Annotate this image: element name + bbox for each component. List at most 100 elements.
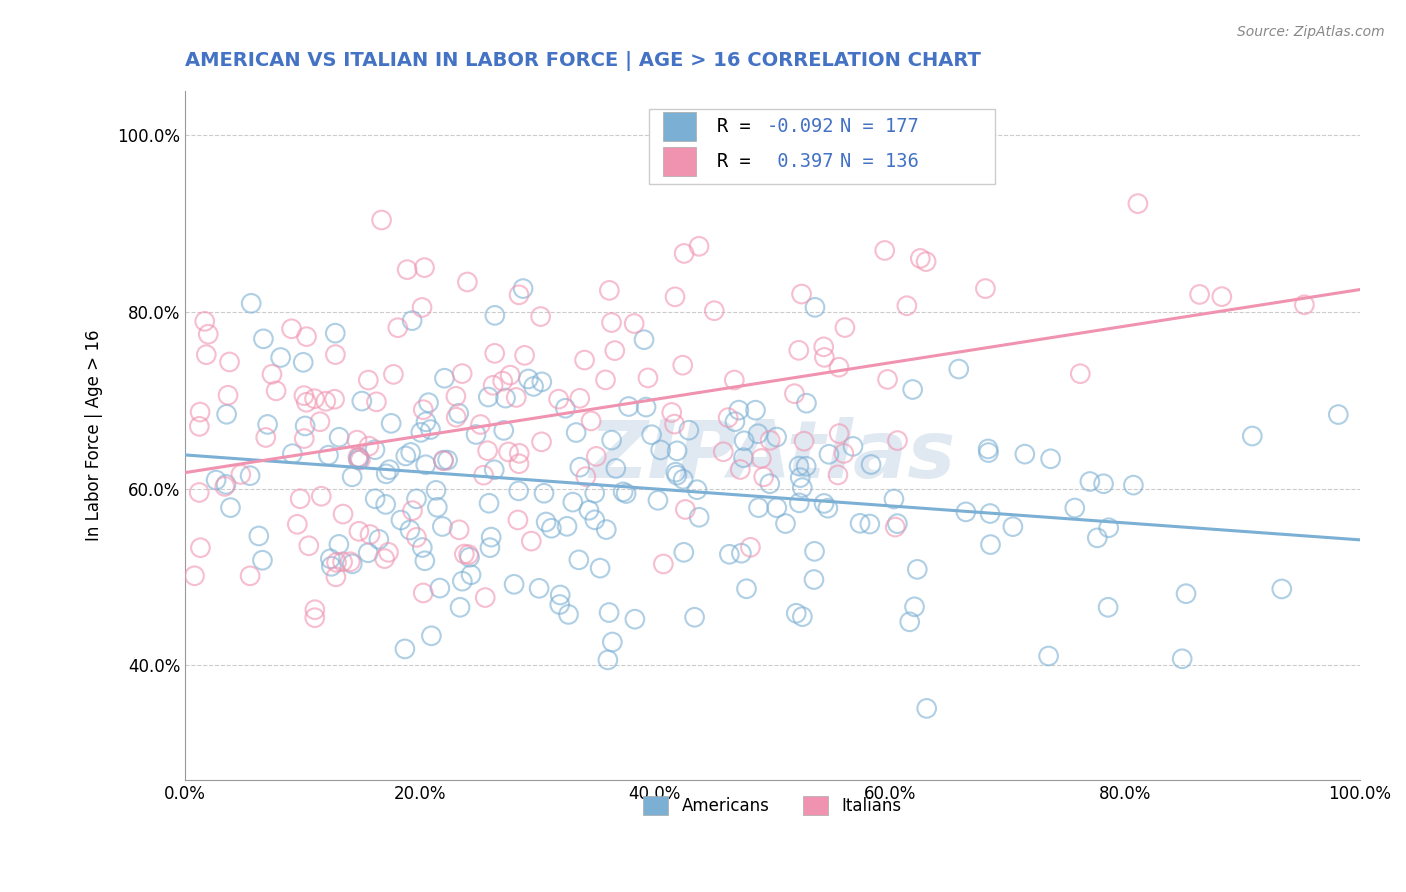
Point [647,493,669,508]
Point [1188,287,1211,301]
Point [623,317,645,331]
Point [598,284,620,298]
Point [886,516,908,531]
Point [444,410,467,425]
Point [409,425,432,440]
Point [447,406,470,420]
Point [347,450,370,465]
Point [1211,290,1233,304]
Point [292,432,315,446]
Point [366,395,388,409]
Point [508,457,530,471]
Point [724,415,747,429]
Point [977,445,1000,459]
Point [411,541,433,555]
Point [378,463,401,477]
Point [612,484,634,499]
Point [901,383,924,397]
Point [723,373,745,387]
Point [285,517,308,532]
Point [568,392,591,406]
Point [977,442,1000,456]
Point [775,516,797,531]
Point [534,515,557,529]
Point [568,460,591,475]
Point [664,290,686,304]
Point [979,507,1001,521]
Point [718,547,741,561]
Point [482,378,505,392]
Point [395,449,418,463]
Point [979,538,1001,552]
Point [295,329,318,343]
Point [733,434,755,448]
Point [747,500,769,515]
Point [294,419,316,434]
Point [640,427,662,442]
Point [321,559,343,574]
Point [794,459,817,474]
Point [347,453,370,467]
Point [636,400,658,414]
Point [332,507,354,521]
Text: -0.092: -0.092 [766,117,834,136]
Point [759,434,782,448]
Point [1327,408,1350,422]
Point [401,503,423,517]
Point [614,486,637,500]
Point [342,557,364,571]
Point [470,417,492,432]
Point [350,394,373,409]
Point [666,443,689,458]
Point [813,496,835,510]
Point [583,513,606,527]
Point [578,503,600,517]
Point [374,551,396,566]
Point [898,615,921,629]
Point [374,497,396,511]
Point [589,561,612,575]
Point [478,496,501,510]
Point [730,546,752,560]
Point [1122,478,1144,492]
FancyBboxPatch shape [664,112,696,141]
Text: R =: R = [717,153,762,171]
Point [948,362,970,376]
Point [596,653,619,667]
Point [311,489,333,503]
Text: ZIPAtlas: ZIPAtlas [589,417,956,495]
Point [492,424,515,438]
Point [419,423,441,437]
Point [787,459,810,474]
Point [661,405,683,419]
Point [340,470,363,484]
Point [433,371,456,385]
Point [796,396,818,410]
Point [600,433,623,447]
Text: 0.397: 0.397 [766,153,834,171]
Point [759,476,782,491]
Point [637,371,659,385]
Point [1126,196,1149,211]
Point [506,513,529,527]
Point [315,394,337,409]
Point [465,427,488,442]
Point [401,313,423,327]
Point [664,417,686,431]
Point [252,332,274,346]
Point [813,351,835,365]
Point [367,533,389,547]
Point [477,390,499,404]
Point [527,582,550,596]
Point [382,368,405,382]
Point [1098,521,1121,535]
Point [733,450,755,465]
Point [605,461,627,475]
Point [370,213,392,227]
Point [873,244,896,258]
Point [585,450,607,464]
Point [1092,476,1115,491]
Text: AMERICAN VS ITALIAN IN LABOR FORCE | AGE > 16 CORRELATION CHART: AMERICAN VS ITALIAN IN LABOR FORCE | AGE… [186,51,981,70]
Point [554,401,576,416]
Point [288,491,311,506]
